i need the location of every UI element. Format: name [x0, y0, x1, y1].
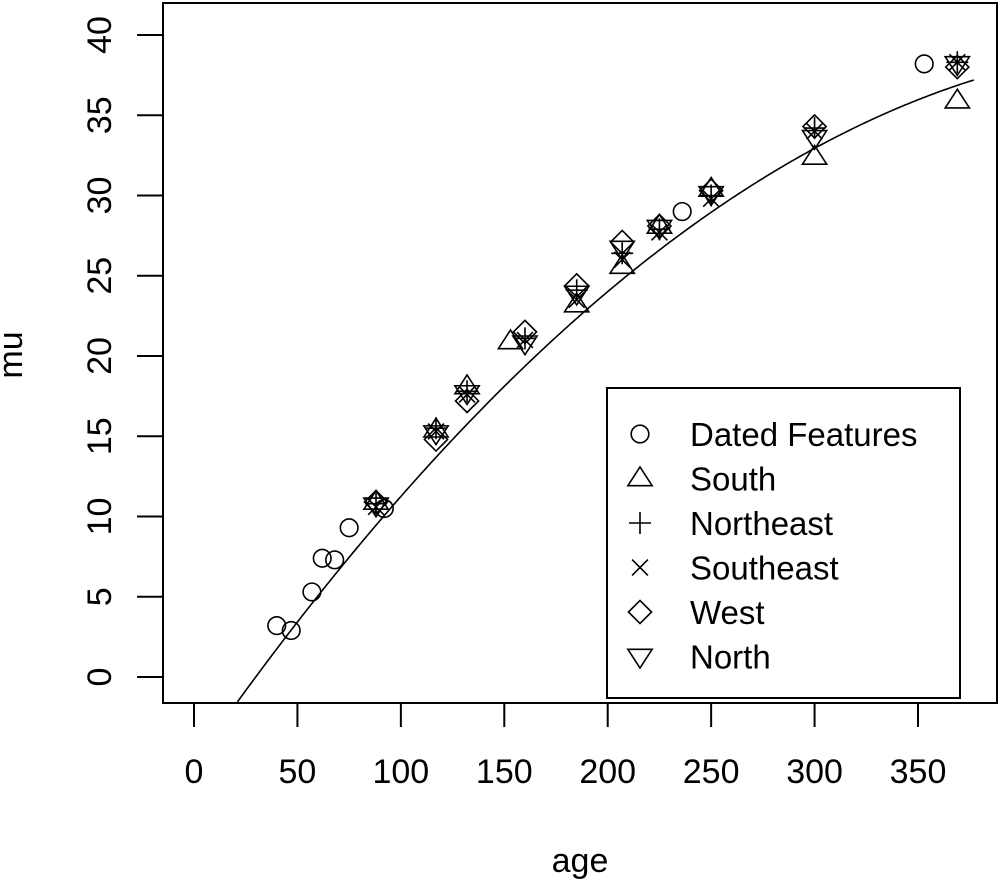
point-southeast — [458, 386, 476, 404]
legend-label-northeast: Northeast — [690, 505, 833, 542]
point-south — [800, 143, 829, 165]
legend-symbol-southeast — [631, 559, 649, 576]
point-northeast — [803, 117, 826, 140]
legend-label-south: South — [690, 461, 776, 498]
point-northeast — [513, 327, 536, 350]
y-axis-label: mu — [0, 331, 30, 378]
legend-symbol-south — [626, 465, 654, 487]
point-west — [454, 388, 480, 414]
legend-label-southeast: Southeast — [690, 550, 839, 587]
point-southeast — [702, 190, 720, 208]
y-tick-label: 40 — [81, 16, 119, 54]
data-points — [267, 51, 971, 641]
point-north — [608, 240, 636, 262]
x-tick-label: 0 — [185, 753, 204, 791]
point-north — [800, 129, 829, 151]
x-tick-label: 100 — [372, 753, 429, 791]
point-northeast — [456, 380, 479, 403]
point-west — [609, 229, 635, 255]
point-north — [697, 185, 725, 207]
x-tick-label: 50 — [279, 753, 317, 791]
point-south — [943, 87, 971, 109]
x-tick-label: 150 — [476, 753, 533, 791]
legend-symbol-west — [627, 599, 653, 625]
y-tick-label: 0 — [81, 668, 119, 687]
y-tick-label: 10 — [81, 498, 119, 536]
point-north — [453, 384, 481, 406]
legend-label-dated-features: Dated Features — [690, 416, 917, 453]
point-south — [608, 253, 636, 275]
y-tick-label: 15 — [81, 417, 119, 455]
point-northeast — [365, 492, 388, 515]
y-tick-label: 25 — [81, 257, 119, 295]
point-north — [943, 55, 971, 77]
point-dated-features — [302, 582, 322, 602]
point-dated-features — [312, 548, 332, 568]
point-south — [496, 328, 525, 350]
x-axis-label: age — [552, 842, 609, 880]
x-tick-label: 350 — [890, 753, 947, 791]
point-southeast — [367, 498, 385, 516]
y-tick-label: 35 — [81, 96, 119, 134]
legend-box — [606, 387, 961, 699]
series-north — [362, 55, 971, 519]
x-tick-label: 300 — [786, 753, 843, 791]
y-tick-label: 20 — [81, 337, 119, 375]
y-tick-label: 5 — [81, 587, 119, 606]
point-dated-features — [281, 620, 301, 641]
point-dated-features — [339, 518, 359, 538]
point-west — [646, 213, 673, 239]
legend-symbol-north — [626, 648, 654, 670]
legend-symbol-dated-features — [630, 424, 650, 444]
point-south — [563, 291, 591, 313]
point-north — [362, 497, 390, 519]
fit-curve — [236, 79, 975, 703]
point-north — [511, 335, 539, 357]
legend-symbol-northeast — [629, 512, 651, 534]
point-west — [564, 272, 590, 299]
point-southeast — [568, 291, 586, 309]
x-tick-label: 250 — [683, 753, 740, 791]
point-west — [801, 113, 828, 140]
point-dated-features — [267, 616, 287, 636]
point-southeast — [650, 223, 668, 241]
legend: Dated Features South Northeast Southeast Wes… — [606, 387, 961, 699]
point-west — [512, 319, 538, 345]
point-north — [422, 425, 450, 447]
point-dated-features — [325, 550, 345, 570]
legend-label-west: West — [690, 594, 765, 631]
point-north — [563, 285, 591, 307]
point-north — [645, 219, 674, 241]
legend-label-north: North — [690, 639, 771, 676]
x-tick-label: 200 — [579, 753, 636, 791]
point-west — [423, 426, 449, 453]
x-axis: 0 50 100 150 200 250 300 350 — [185, 702, 947, 791]
point-dated-features — [672, 201, 692, 222]
y-axis: 0 5 10 15 20 25 30 35 40 — [81, 16, 164, 687]
point-dated-features — [914, 54, 934, 74]
y-tick-label: 30 — [81, 177, 119, 215]
